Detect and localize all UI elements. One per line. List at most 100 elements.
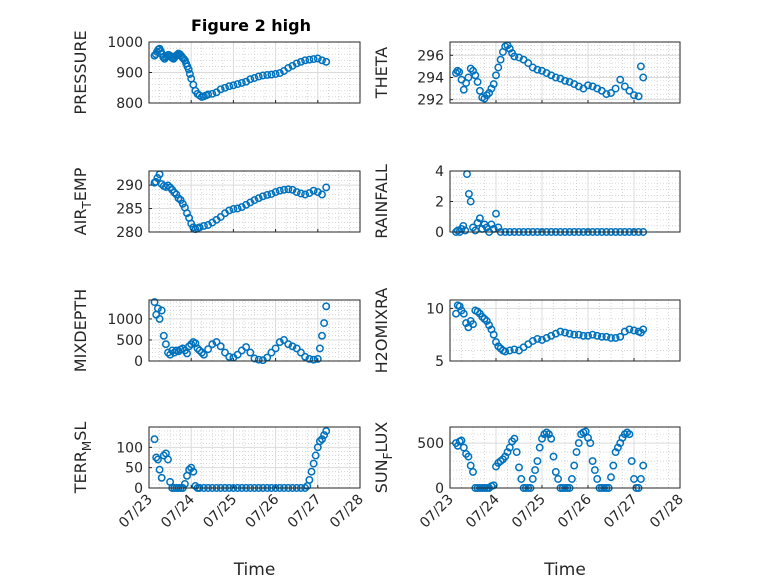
data-point — [570, 461, 579, 470]
data-point — [639, 73, 648, 82]
data-point — [616, 75, 625, 84]
data-point — [625, 430, 634, 439]
data-point — [464, 452, 473, 461]
data-point — [284, 185, 293, 194]
data-point — [492, 209, 500, 218]
data-point — [216, 342, 225, 351]
data-point — [195, 346, 204, 355]
data-point — [574, 330, 583, 339]
data-point — [307, 467, 316, 476]
data-point — [602, 332, 611, 341]
data-point — [611, 333, 620, 342]
data-point — [528, 337, 537, 345]
panel-pressure: 800 900 1000 PRESSURE — [71, 30, 361, 115]
data-point — [183, 209, 191, 218]
data-point — [184, 65, 193, 74]
y-axis-label: MIXDEPTH — [71, 289, 90, 372]
data-point — [567, 475, 576, 483]
data-point — [630, 326, 638, 335]
data-point — [309, 55, 318, 64]
y-axis-label: H2OMIXRA — [372, 288, 391, 374]
data-point — [292, 59, 301, 68]
y-tick-label: 0 — [134, 481, 143, 497]
data-point — [551, 329, 560, 338]
data-point — [246, 75, 255, 84]
data-point — [602, 90, 611, 99]
data-point — [554, 475, 563, 483]
data-point — [528, 475, 537, 483]
data-point — [593, 475, 602, 483]
data-point — [579, 331, 588, 340]
y-tick-label: 296 — [417, 48, 444, 64]
data-point — [271, 188, 280, 197]
data-point — [199, 221, 208, 230]
panel-h2omixra: 5 10 H2OMIXRA — [372, 288, 681, 374]
data-point — [174, 194, 183, 203]
data-point — [216, 85, 225, 94]
data-point — [574, 439, 583, 448]
data-point — [250, 74, 259, 82]
y-tick-label: 285 — [116, 202, 143, 218]
x-tick-label: 07/25 — [509, 492, 549, 532]
data-point — [170, 348, 179, 357]
data-point — [636, 62, 645, 71]
data-point — [466, 197, 475, 206]
data-point — [305, 475, 314, 484]
panel-rainfall: 0 2 4 RAINFALL — [372, 164, 681, 241]
data-point — [254, 194, 263, 203]
y-tick-label: 0 — [134, 354, 143, 370]
data-point — [561, 76, 569, 85]
data-point — [464, 73, 473, 82]
data-point — [570, 330, 579, 339]
data-point — [195, 223, 204, 232]
data-point — [161, 340, 170, 349]
y-axis-label: TERRMSL — [71, 422, 94, 495]
data-point — [471, 71, 480, 80]
data-point — [533, 334, 542, 343]
data-point — [164, 181, 172, 190]
data-point — [561, 328, 569, 337]
data-point — [221, 83, 229, 92]
data-point — [620, 82, 629, 91]
data-point — [485, 321, 494, 330]
data-point — [258, 192, 267, 201]
y-tick-label: 1000 — [107, 35, 143, 51]
data-point — [459, 221, 468, 230]
data-point — [625, 325, 634, 334]
data-point — [199, 350, 208, 359]
data-point — [315, 437, 324, 446]
y-tick-label: 0 — [435, 225, 444, 241]
data-point — [280, 185, 288, 194]
data-point — [309, 459, 318, 468]
data-point — [489, 330, 498, 339]
data-point — [159, 331, 168, 340]
data-point — [489, 80, 498, 89]
panel-sun-flux: 0 500 07/23 07/24 07/25 07/26 07/27 07/28 Time SU… — [372, 422, 687, 580]
data-point — [320, 319, 329, 328]
data-point — [153, 304, 162, 313]
data-point — [301, 352, 310, 361]
data-point — [225, 352, 234, 361]
data-point — [538, 336, 546, 344]
data-point — [229, 81, 238, 90]
data-point — [263, 70, 272, 79]
y-tick-label: 500 — [417, 436, 444, 452]
data-point — [296, 57, 305, 66]
y-tick-label: 2 — [435, 195, 444, 211]
data-point — [459, 85, 468, 94]
data-point — [322, 57, 331, 66]
data-point — [547, 434, 556, 443]
data-point — [180, 479, 189, 488]
data-point — [634, 92, 643, 101]
data-point — [313, 54, 322, 63]
y-tick-label: 292 — [417, 93, 444, 109]
data-point — [284, 63, 293, 72]
data-point — [187, 463, 196, 472]
data-point — [611, 84, 620, 93]
data-point — [187, 340, 196, 349]
data-point — [625, 86, 634, 95]
data-point — [320, 431, 329, 440]
data-point — [551, 73, 560, 82]
data-point — [475, 86, 484, 95]
data-point — [471, 226, 480, 235]
